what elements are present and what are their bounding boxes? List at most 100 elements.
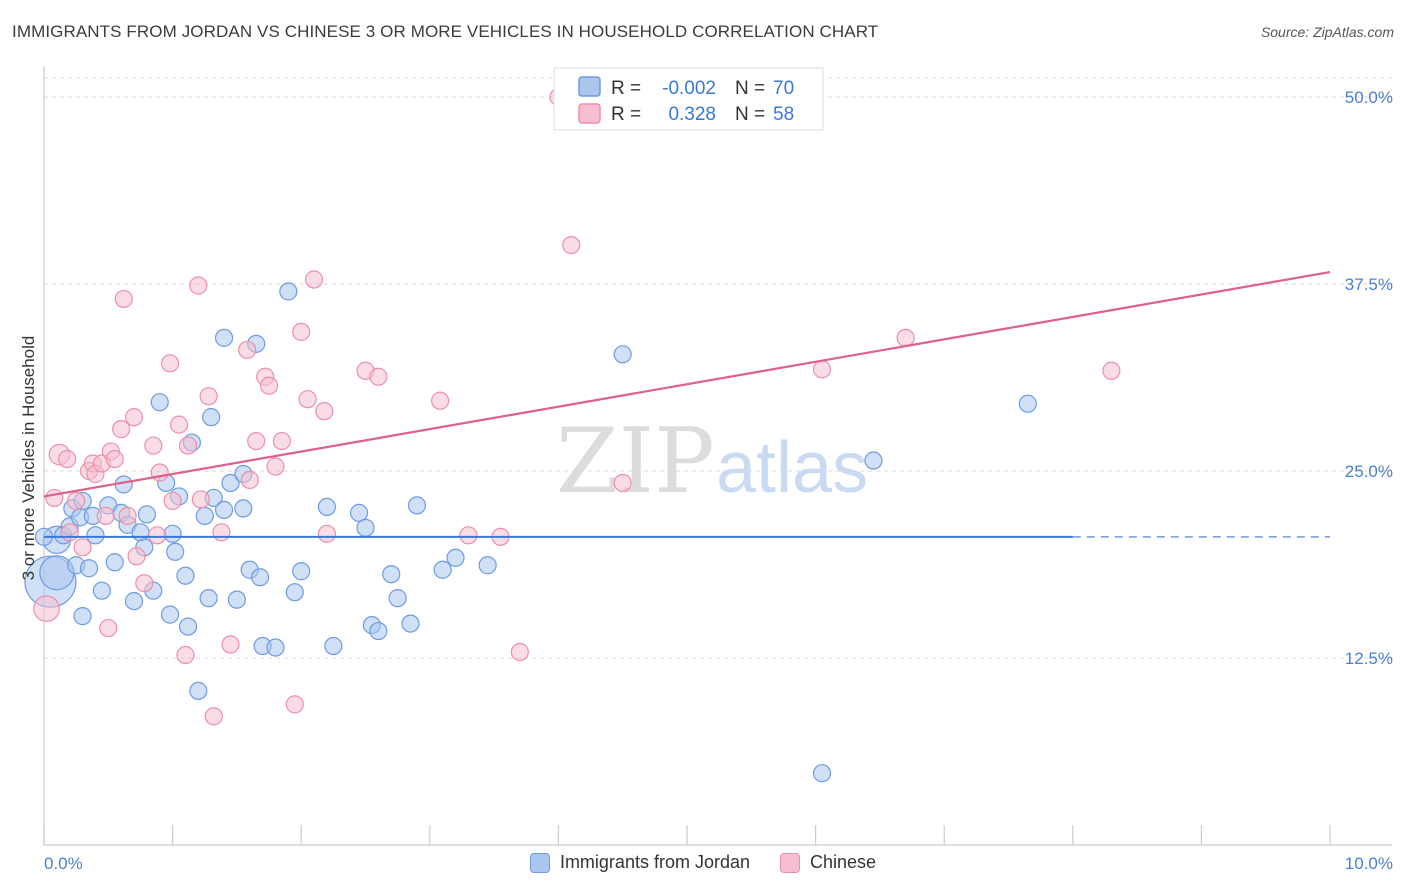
chinese-point — [212, 523, 231, 542]
source-label: Source: ZipAtlas.com — [1260, 24, 1394, 40]
chinese-point — [613, 473, 632, 493]
bottom-legend-label-jordan: Immigrants from Jordan — [559, 852, 750, 872]
legend-n-label-1: N = — [735, 78, 765, 99]
jordan-point — [446, 548, 465, 567]
chinese-point — [266, 457, 285, 476]
chinese-point — [285, 695, 304, 714]
jordan-point — [1018, 394, 1037, 413]
chinese-point — [118, 506, 137, 525]
legend-n-value-1: 70 — [773, 78, 794, 99]
jordan-point — [163, 524, 182, 543]
chinese-point — [105, 449, 124, 469]
chinese-point — [199, 387, 218, 406]
chinese-point — [510, 642, 529, 662]
jordan-point — [92, 581, 111, 600]
jordan-point — [349, 503, 369, 522]
bottom-legend-swatch-jordan — [529, 852, 550, 873]
jordan-point — [137, 505, 156, 524]
bottom-legend: Immigrants from Jordan Chinese — [0, 852, 1406, 873]
jordan-point — [202, 408, 221, 427]
chinese-point — [150, 463, 169, 482]
watermark-zip: ZIP — [556, 409, 715, 514]
x-tick-label-max: 10.0% — [1345, 854, 1393, 873]
jordan-point — [131, 523, 150, 542]
chinese-point — [562, 236, 581, 255]
jordan-point — [317, 497, 337, 517]
jordan-point — [250, 568, 270, 587]
chinese-point — [191, 490, 210, 509]
chinese-point — [45, 488, 64, 508]
chinese-point — [176, 645, 195, 665]
legend-r-label-1: R = — [611, 78, 641, 99]
chinese-point — [317, 524, 337, 543]
series-jordan-points — [24, 282, 1037, 783]
jordan-point — [369, 621, 388, 641]
chinese-point — [67, 491, 86, 511]
chinese-point — [896, 328, 915, 347]
chinese-point — [33, 595, 60, 622]
bottom-legend-jordan: Immigrants from Jordan — [529, 852, 750, 873]
bottom-legend-label-chinese: Chinese — [810, 852, 877, 872]
chinese-point — [247, 431, 266, 451]
chinese-point — [812, 360, 832, 379]
jordan-point — [189, 681, 208, 701]
jordan-point — [73, 607, 92, 626]
chinese-point — [58, 449, 77, 469]
chinese-point — [298, 390, 317, 409]
jordan-point — [221, 473, 240, 493]
y-tick-label: 12.5% — [1345, 649, 1393, 668]
bottom-legend-chinese: Chinese — [780, 852, 876, 873]
chinese-point — [259, 376, 279, 395]
chinese-point — [124, 408, 144, 427]
jordan-point — [388, 589, 407, 608]
jordan-point — [86, 526, 105, 545]
watermark: ZIP atlas — [556, 409, 868, 514]
chinese-point — [304, 270, 324, 289]
y-tick-label: 25.0% — [1345, 462, 1393, 481]
jordan-point — [124, 592, 144, 611]
legend-n-label-2: N = — [735, 104, 765, 125]
jordan-point — [812, 764, 832, 783]
jordan-point — [613, 345, 632, 364]
chinese-point — [369, 367, 388, 386]
chinese-point — [459, 526, 478, 545]
jordan-point — [478, 556, 497, 575]
chinese-point — [163, 491, 182, 511]
jordan-point — [150, 393, 169, 412]
jordan-point — [864, 451, 883, 470]
chinese-point — [238, 340, 257, 359]
chinese-point — [99, 618, 118, 638]
jordan-point — [176, 566, 195, 585]
jordan-point — [195, 506, 214, 525]
chinese-point — [169, 415, 189, 434]
jordan-point — [178, 617, 198, 636]
jordan-point — [227, 590, 246, 609]
chinese-point — [272, 431, 292, 451]
chinese-point — [178, 436, 198, 455]
legend-n-value-2: 58 — [773, 104, 794, 125]
jordan-point — [266, 638, 285, 657]
jordan-point — [407, 496, 427, 515]
chinese-point — [112, 420, 131, 439]
legend-r-value-2: 0.328 — [668, 104, 716, 125]
y-tick-label: 37.5% — [1345, 275, 1393, 294]
jordan-point — [234, 499, 253, 518]
jordan-point — [214, 500, 234, 519]
legend: R = -0.002 N = 70 R = 0.328 N = 58 — [553, 67, 824, 131]
jordan-point — [382, 565, 401, 584]
jordan-point — [199, 589, 218, 608]
chinese-point — [430, 391, 450, 410]
chinese-point — [60, 523, 79, 542]
chinese-point — [221, 635, 240, 654]
chinese-point — [73, 538, 92, 557]
chinese-point — [148, 526, 167, 545]
chinese-point — [189, 276, 208, 295]
chinese-point — [96, 506, 115, 525]
chinese-point — [204, 707, 223, 726]
chinese-point — [292, 322, 311, 341]
chinese-point — [160, 354, 180, 373]
chinese-point — [315, 402, 334, 421]
jordan-point — [292, 562, 311, 581]
jordan-point — [433, 560, 452, 579]
jordan-point — [160, 605, 180, 624]
